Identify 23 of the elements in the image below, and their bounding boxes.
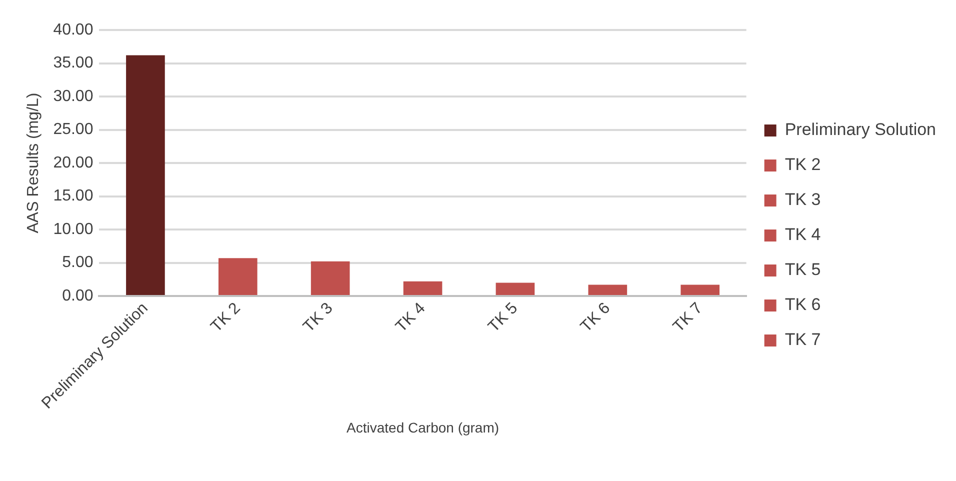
y-tick-label: 25.00 (53, 121, 94, 138)
x-tick-label: TK 5 (485, 300, 522, 336)
x-tick-label: TK 6 (578, 300, 614, 336)
y-tick-label: 40.00 (53, 21, 94, 38)
legend-label: TK 2 (784, 155, 821, 174)
y-tick-label: 10.00 (53, 220, 94, 238)
legend-label: TK 7 (784, 330, 821, 350)
y-axis-title: AAS Results (mg/L) (25, 92, 42, 234)
x-tick-label: TK 3 (300, 300, 336, 336)
x-tick-label: TK 2 (208, 300, 244, 336)
legend-label: TK 5 (784, 260, 821, 280)
legend-label: Preliminary Solution (784, 120, 936, 140)
x-tick-label: TK 7 (670, 300, 706, 336)
y-tick-label: 15.00 (53, 188, 94, 205)
y-tick-label: 0.00 (62, 287, 94, 304)
x-axis-title: Activated Carbon (gram) (346, 419, 500, 436)
y-tick-label: 30.00 (53, 88, 94, 105)
x-tick-label: TK 4 (392, 300, 429, 336)
legend-label: TK 3 (784, 190, 821, 210)
legend-label: TK 4 (784, 225, 821, 244)
y-tick-label: 20.00 (53, 154, 94, 172)
y-tick-label: 35.00 (53, 54, 94, 72)
y-tick-label: 5.00 (62, 254, 94, 272)
